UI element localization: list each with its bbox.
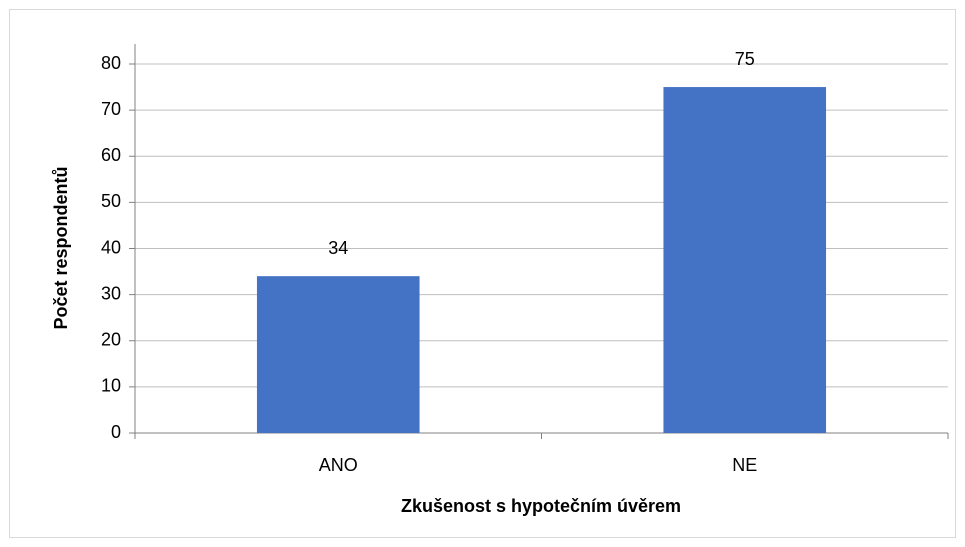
- data-label: 75: [735, 49, 755, 69]
- y-tick-label: 50: [101, 191, 121, 211]
- y-tick-label: 30: [101, 283, 121, 303]
- y-tick-label: 0: [111, 422, 121, 442]
- y-tick-label: 20: [101, 330, 121, 350]
- y-tick-label: 60: [101, 145, 121, 165]
- y-tick-label: 70: [101, 99, 121, 119]
- bar: [256, 276, 420, 433]
- bar: [663, 87, 827, 433]
- data-label: 34: [328, 238, 348, 258]
- x-tick-label: ANO: [319, 455, 358, 475]
- x-tick-label: NE: [732, 455, 757, 475]
- y-tick-label: 10: [101, 376, 121, 396]
- y-tick-label: 80: [101, 53, 121, 73]
- x-axis-title: Zkušenost s hypotečním úvěrem: [401, 496, 681, 516]
- y-axis-title: Počet respondentů: [51, 166, 71, 329]
- y-tick-label: 40: [101, 237, 121, 257]
